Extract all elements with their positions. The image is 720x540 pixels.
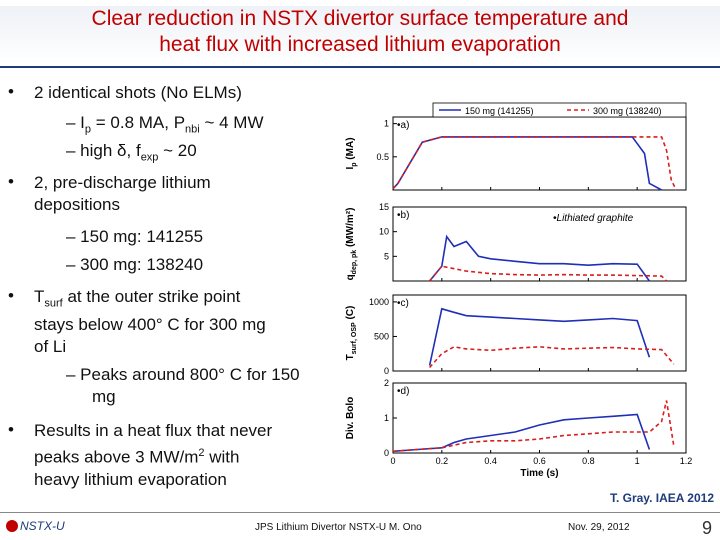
legend-box xyxy=(432,102,687,118)
plot-frame xyxy=(392,206,687,282)
sub: p xyxy=(84,123,92,136)
bullet-2-sub-2: – 300 mg: 138240 xyxy=(66,255,204,274)
text: heavy lithium evaporation xyxy=(34,469,227,489)
text: 2, pre-discharge lithium xyxy=(34,173,211,192)
citation: T. Gray. IAEA 2012 xyxy=(609,491,714,505)
footer-logo: NSTX-U xyxy=(20,519,65,533)
nstx-logo-icon xyxy=(6,520,18,532)
y-axis-label-unit: (C) xyxy=(345,306,356,323)
x-tick-label: 0.8 xyxy=(582,456,595,466)
y-axis-label-sub: dep, pk xyxy=(351,250,358,275)
text: mg xyxy=(92,387,116,406)
y-axis-label-unit: (MA) xyxy=(345,137,356,162)
sup: 2 xyxy=(198,447,205,459)
legend-entry: 150 mg (141255) xyxy=(465,106,534,116)
y-axis-label-sub: surf, OSP xyxy=(351,322,358,354)
slide-title: Clear reduction in NSTX divertor surface… xyxy=(0,6,720,64)
x-tick-label: 0.6 xyxy=(533,456,546,466)
bullet-3: Tsurf at the outer strike point stays be… xyxy=(34,286,344,358)
y-tick-label: 10 xyxy=(379,227,389,237)
chart-figure: 0.5 1 •a) Ip (MA) 150 mg (141255) 300 mg (138… xyxy=(345,102,693,479)
y-tick-label: 1 xyxy=(384,413,389,423)
annotation: •Lithiated graphite xyxy=(553,213,634,224)
text: T xyxy=(34,287,45,306)
y-tick-label: 1000 xyxy=(369,297,389,307)
plot-frame xyxy=(392,294,687,372)
x-tick-label: 1 xyxy=(635,456,640,466)
series-line xyxy=(428,234,651,282)
panel-label: •d) xyxy=(397,386,409,397)
bullet-marker: • xyxy=(8,286,14,305)
sub: surf xyxy=(44,297,63,310)
x-tick-label: 1.2 xyxy=(680,456,693,466)
y-axis-label: Tsurf, OSP (C) xyxy=(345,306,358,361)
bullet-1: 2 identical shots (No ELMs) xyxy=(34,83,242,102)
series-line xyxy=(428,265,668,282)
bullet-1-sub-2: – high δ, fexp ~ 20 xyxy=(66,140,346,168)
y-tick-label: 15 xyxy=(379,202,389,212)
title-line-2: heat flux with increased lithium evapora… xyxy=(159,33,561,56)
text: – high δ, f xyxy=(66,141,141,160)
y-axis-label: Div. Bolo xyxy=(345,397,356,440)
y-tick-label: 5 xyxy=(384,251,389,261)
plot-frame xyxy=(392,382,687,454)
panel-label: •a) xyxy=(397,120,409,131)
text: – I xyxy=(66,113,85,132)
title-line-1: Clear reduction in NSTX divertor surface… xyxy=(91,7,629,30)
y-axis-label: Ip (MA) xyxy=(345,137,358,169)
y-tick-label: 0.5 xyxy=(376,152,389,162)
footer-rule xyxy=(0,512,720,513)
text: – Peaks around 800° C for 150 xyxy=(66,365,300,384)
page-number: 9 xyxy=(701,518,712,538)
text: of Li xyxy=(34,337,67,357)
text: depositions xyxy=(34,195,121,214)
x-axis-label: Time (s) xyxy=(520,468,558,479)
text: peaks above 3 MW/m xyxy=(34,447,199,467)
text: ~ 20 xyxy=(158,141,197,160)
footer-date: Nov. 29, 2012 xyxy=(568,522,630,533)
text: ~ 4 MW xyxy=(199,113,264,132)
text: stays below 400° C for 300 mg xyxy=(34,315,266,335)
plot-frame xyxy=(392,116,687,191)
bullet-1-sub-1: – Ip = 0.8 MA, Pnbi ~ 4 MW xyxy=(66,112,346,140)
y-axis-label-unit: (MW/m²) xyxy=(345,208,356,250)
panel-label: •b) xyxy=(397,210,409,221)
x-tick-label: 0.4 xyxy=(484,456,497,466)
text: with xyxy=(204,447,240,467)
bullet-marker: • xyxy=(8,82,14,101)
bullet-3-sub-1: – Peaks around 800° C for 150 mg xyxy=(66,364,346,408)
y-axis-label-sub: p xyxy=(351,162,358,166)
sub: nbi xyxy=(185,123,200,136)
title-rule xyxy=(0,66,720,68)
text: Results in a heat flux that never xyxy=(34,421,273,440)
footer-center: JPS Lithium Divertor NSTX-U M. Ono xyxy=(255,522,422,533)
y-tick-label: 2 xyxy=(384,378,389,388)
text: at the outer strike point xyxy=(62,287,241,306)
y-tick-label: 0 xyxy=(384,448,389,458)
series-line xyxy=(392,400,675,453)
series-line xyxy=(392,413,651,453)
x-tick-label: 0 xyxy=(390,456,395,466)
text: = 0.8 MA, P xyxy=(91,113,186,132)
y-tick-label: 0 xyxy=(384,366,389,376)
bullet-marker: • xyxy=(8,420,14,439)
bullet-2-sub-1: – 150 mg: 141255 xyxy=(66,227,204,246)
panel-label: •c) xyxy=(397,298,409,309)
legend-entry: 300 mg (138240) xyxy=(593,106,662,116)
bullet-4: Results in a heat flux that never peaks … xyxy=(34,420,344,491)
x-tick-label: 0.2 xyxy=(436,456,449,466)
y-tick-label: 1 xyxy=(384,119,389,129)
series-line xyxy=(428,307,651,366)
sub: exp xyxy=(140,151,159,164)
bullet-marker: • xyxy=(8,172,14,191)
bullet-2: 2, pre-discharge lithium depositions xyxy=(34,172,344,216)
y-axis-label: qdep, pk (MW/m²) xyxy=(345,208,358,281)
y-tick-label: 500 xyxy=(374,331,389,341)
